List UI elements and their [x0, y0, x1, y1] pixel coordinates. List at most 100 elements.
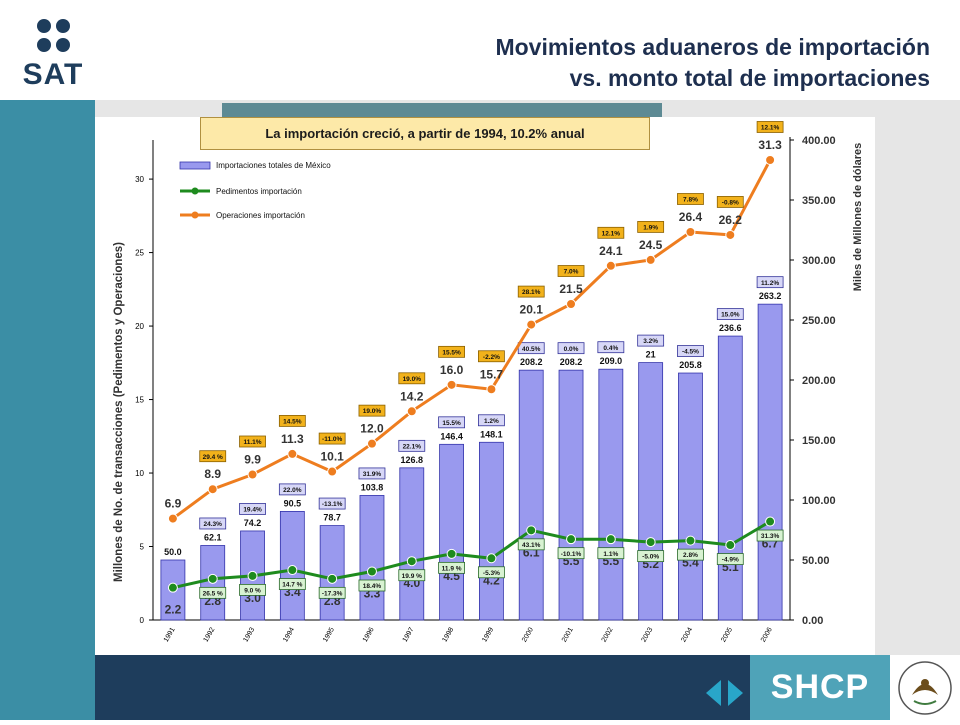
- pedimentos-growth-label-bg: [677, 548, 704, 561]
- bar-growth-label: 11.2%: [756, 276, 784, 289]
- y-tick-right-label: 100.00: [802, 495, 836, 507]
- next-slide-icon[interactable]: [728, 680, 743, 706]
- operaciones-point: [566, 299, 577, 310]
- operaciones-point: [207, 484, 218, 495]
- operaciones-value-label: 8.9: [204, 467, 221, 481]
- pedimentos-growth-label: 14.7 %: [278, 578, 306, 590]
- bar-growth-label-text: 11.2%: [761, 280, 779, 287]
- bar-growth-label: 19.4%: [239, 503, 266, 515]
- operaciones-line: [172, 159, 772, 520]
- y-tick-right-label: 150.00: [802, 435, 836, 447]
- bar-value-label: 209.0: [600, 356, 623, 366]
- bar-value-label: 21: [646, 350, 656, 360]
- previous-slide-icon[interactable]: [706, 680, 721, 706]
- pedimentos-growth-label-text: -5.3%: [483, 570, 500, 577]
- legend-label-bars: Importaciones totales de México: [216, 161, 331, 170]
- operaciones-growth-label: 19.0%: [398, 372, 426, 385]
- pedimentos-growth-label: -17.3%: [318, 586, 346, 599]
- pedimentos-growth-label-text: -10.1%: [561, 551, 582, 558]
- pedimentos-growth-label-bg: [597, 547, 625, 560]
- bar-growth-label-bg: [398, 439, 426, 452]
- pedimentos-point: [167, 582, 178, 593]
- y-tick-left-label: 20: [135, 322, 144, 331]
- pedimentos-point: [605, 534, 616, 545]
- y-tick-right-label: 350.00: [802, 195, 836, 207]
- pedimentos-growth-label: -4.9%: [716, 553, 744, 565]
- bar-value-label: 74.2: [244, 518, 262, 528]
- bar-growth-label-text: 22.0%: [283, 487, 302, 494]
- operaciones-value-label: 31.3: [758, 138, 782, 152]
- legend-marker-pedimentos: [191, 187, 199, 195]
- bar-growth-label-bg: [239, 503, 266, 515]
- bar-value-label: 103.8: [361, 482, 384, 492]
- bar-growth-label-bg: [756, 276, 784, 289]
- right-decor-band: [875, 100, 960, 655]
- bar-growth-label-bg: [438, 416, 465, 429]
- operaciones-growth-label: -11.0%: [318, 432, 346, 445]
- bar-growth-label: 22.1%: [398, 439, 426, 452]
- legend-swatch-bars: [179, 161, 211, 170]
- bar-value-label: 205.8: [679, 360, 702, 370]
- operaciones-value-label: 10.1: [320, 450, 344, 464]
- operaciones-growth-label: -2.2%: [478, 350, 505, 363]
- operaciones-value-label: 16.0: [440, 363, 464, 377]
- operaciones-growth-label: 19.0%: [358, 404, 386, 417]
- bar-growth-label-bg: [358, 467, 386, 480]
- operaciones-point: [167, 513, 178, 524]
- pedimentos-growth-label-text: -17.3%: [322, 590, 343, 597]
- pedimentos-growth-label-text: 31.3%: [761, 533, 780, 540]
- bar-value-label: 208.2: [520, 357, 543, 367]
- operaciones-value-label: 26.4: [679, 210, 703, 224]
- operaciones-point: [486, 384, 497, 395]
- operaciones-point: [247, 469, 258, 480]
- bar: [558, 369, 584, 621]
- bar-value-label: 236.6: [719, 323, 742, 333]
- bar: [598, 368, 624, 621]
- operaciones-growth-label-text: 7.8%: [683, 197, 698, 204]
- operaciones-growth-label: 7.8%: [677, 193, 704, 205]
- operaciones-growth-label-bg: [756, 121, 784, 133]
- bar: [757, 303, 783, 621]
- bar-value-label: 208.2: [560, 357, 583, 367]
- operaciones-growth-label-text: 12.1%: [602, 230, 621, 237]
- pedimentos-point: [327, 573, 338, 584]
- bar-growth-label: 1.2%: [478, 414, 505, 427]
- sat-logo: SAT: [23, 19, 82, 90]
- bar-growth-label-bg: [557, 342, 585, 355]
- pedimentos-growth-label: 2.8%: [677, 548, 704, 561]
- y-tick-right-label: 250.00: [802, 315, 836, 327]
- pedimentos-growth-label-bg: [278, 578, 306, 590]
- operaciones-value-label: 24.1: [599, 244, 623, 258]
- operaciones-value-label: 24.5: [639, 238, 663, 252]
- operaciones-value-label: 12.0: [360, 422, 384, 436]
- bar-growth-label-text: 31.9%: [363, 471, 382, 478]
- operaciones-value-label: 11.3: [281, 432, 304, 446]
- operaciones-growth-label-text: 11.1%: [243, 439, 261, 446]
- bar-value-label: 146.4: [440, 431, 463, 441]
- operaciones-growth-label: 12.1%: [597, 226, 625, 239]
- banner-tab: [222, 103, 662, 117]
- bar-growth-label: 22.0%: [278, 483, 306, 496]
- bar-growth-label-bg: [597, 341, 625, 354]
- y-tick-left-label: 25: [135, 249, 144, 258]
- operaciones-growth-label-text: -11.0%: [322, 436, 342, 443]
- operaciones-value-label: 20.1: [520, 303, 544, 317]
- bar-growth-label-text: 0.4%: [603, 345, 618, 352]
- operaciones-growth-label-bg: [478, 350, 505, 363]
- bar: [479, 441, 504, 621]
- pedimentos-growth-label-text: 9.0 %: [244, 588, 261, 595]
- operaciones-point: [605, 260, 616, 271]
- operaciones-point: [685, 227, 696, 237]
- operaciones-growth-label: 28.1%: [517, 285, 545, 298]
- pedimentos-growth-label-text: 1.1%: [603, 551, 618, 558]
- bar-growth-label-text: 24.3%: [204, 521, 223, 528]
- pedimentos-growth-label: -5.3%: [478, 566, 505, 579]
- operaciones-growth-label-bg: [358, 404, 386, 417]
- pedimentos-growth-label: 9.0 %: [239, 584, 266, 596]
- bar-growth-label-text: 19.4%: [243, 507, 262, 514]
- left-decor-band: [0, 100, 95, 720]
- operaciones-value-label: 21.5: [559, 282, 583, 296]
- operaciones-growth-label-bg: [637, 221, 665, 233]
- y-tick-left-label: 5: [140, 543, 145, 552]
- operaciones-growth-label-bg: [716, 196, 744, 208]
